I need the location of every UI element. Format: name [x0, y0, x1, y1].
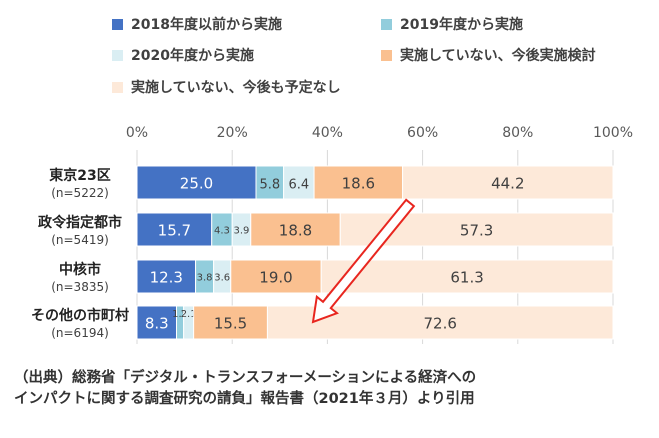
x-tick-label: 80% — [502, 125, 533, 141]
x-tick-label: 20% — [217, 125, 248, 141]
legend-label: 2018年度以前から実施 — [131, 17, 282, 33]
data-label: 8.3 — [145, 315, 169, 333]
legend-item-2019: 2019年度から実施 — [381, 14, 523, 34]
legend-swatch — [381, 49, 392, 61]
legend-swatch — [112, 81, 123, 93]
data-label: 18.8 — [279, 222, 312, 240]
data-label: 57.3 — [460, 222, 493, 240]
legend-swatch — [112, 18, 123, 30]
source-note: （出典）総務省「デジタル・トランスフォーメーションによる経済への インパクトに関… — [14, 368, 644, 410]
bar-segment — [402, 165, 614, 200]
category-label: その他の市町村 — [31, 307, 129, 324]
legend-item-2018: 2018年度以前から実施 — [112, 14, 282, 34]
legend-swatch — [112, 49, 123, 61]
legend: 2018年度以前から実施 2019年度から実施 2020年度から実施 実施してい… — [0, 0, 659, 110]
data-label: 3.8 — [197, 273, 213, 284]
bar-segment — [136, 165, 257, 200]
data-label: 19.0 — [259, 269, 292, 287]
x-tick-label: 60% — [407, 125, 438, 141]
legend-label: 実施していない、今後も予定なし — [131, 80, 341, 96]
x-tick-label: 100% — [593, 125, 633, 141]
data-label: 2.1 — [181, 309, 197, 320]
data-label: 15.5 — [214, 315, 247, 333]
legend-item-no-plan: 実施していない、今後も予定なし — [112, 77, 341, 97]
data-label: 18.6 — [342, 175, 375, 193]
stacked-bar-chart: 0% 20% 40% 60% 80% 100% 25.0 5.8 6.4 18.6 44.2 東京23… — [31, 125, 633, 344]
data-label: 5.8 — [259, 178, 280, 193]
bar-segment — [283, 165, 315, 200]
data-label: 44.2 — [491, 175, 524, 193]
trend-arrow — [311, 198, 416, 324]
data-label: 12.3 — [150, 269, 183, 287]
legend-item-2020: 2020年度から実施 — [112, 45, 254, 65]
category-n-label: (n=5419) — [51, 233, 109, 247]
category-label: 政令指定都市 — [38, 214, 122, 231]
category-n-label: (n=5222) — [51, 186, 109, 200]
bar-segment — [255, 165, 285, 200]
data-label: 25.0 — [180, 175, 213, 193]
data-label: 61.3 — [450, 269, 483, 287]
data-label: 6.4 — [288, 178, 309, 193]
bar-segment — [250, 212, 341, 247]
data-label: 72.6 — [424, 315, 457, 333]
bar-segment — [266, 305, 614, 340]
data-label: 3.9 — [234, 226, 250, 237]
data-label: 4.3 — [214, 226, 230, 237]
category-label: 中核市 — [59, 261, 101, 278]
category-label: 東京23区 — [49, 167, 110, 184]
bar-segment — [136, 212, 213, 247]
data-label: 3.6 — [214, 273, 230, 284]
category-n-label: (n=3835) — [51, 280, 109, 294]
category-n-label: (n=6194) — [51, 326, 109, 340]
bar-segment — [320, 259, 614, 294]
data-label: 1.5 — [172, 309, 188, 320]
bar-segment — [230, 259, 322, 294]
x-tick-label: 0% — [126, 125, 148, 141]
legend-item-considering: 実施していない、今後実施検討 — [381, 45, 596, 65]
source-line-2: インパクトに関する調査研究の請負」報告書（2021年３月）より引用 — [14, 391, 475, 407]
legend-label: 2020年度から実施 — [131, 48, 254, 64]
data-label: 15.7 — [158, 222, 191, 240]
x-tick-label: 40% — [312, 125, 343, 141]
legend-label: 2019年度から実施 — [400, 17, 523, 33]
source-line-1: （出典）総務省「デジタル・トランスフォーメーションによる経済への — [14, 370, 477, 386]
legend-swatch — [381, 18, 392, 30]
legend-label: 実施していない、今後実施検討 — [400, 48, 596, 64]
